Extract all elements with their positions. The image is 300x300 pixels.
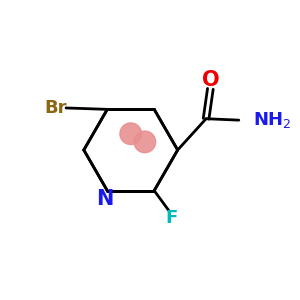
Text: NH$_2$: NH$_2$ — [253, 110, 292, 130]
Text: O: O — [202, 70, 219, 90]
Circle shape — [120, 123, 142, 145]
Circle shape — [134, 131, 156, 153]
Text: Br: Br — [45, 99, 67, 117]
Text: N: N — [96, 189, 113, 208]
Text: F: F — [165, 208, 177, 226]
